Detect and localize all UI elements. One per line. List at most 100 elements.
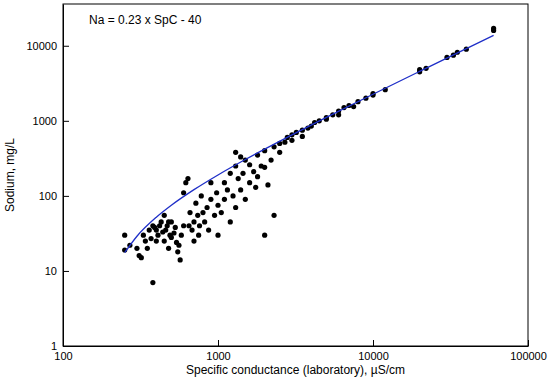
y-tick-label: 1 xyxy=(51,340,57,352)
data-point xyxy=(336,112,341,117)
fit-line xyxy=(125,35,494,252)
data-point xyxy=(200,210,205,215)
data-point xyxy=(187,210,192,215)
y-tick-mark xyxy=(63,346,69,347)
plot-frame xyxy=(63,4,528,346)
y-tick-label: 10 xyxy=(45,265,57,277)
data-point xyxy=(173,225,178,230)
data-point xyxy=(289,138,294,143)
x-tick: 100000 xyxy=(510,340,547,362)
data-point xyxy=(251,169,256,174)
data-point xyxy=(191,238,196,243)
x-tick-mark xyxy=(373,340,374,346)
data-point xyxy=(176,243,181,248)
data-point xyxy=(171,230,176,235)
data-point xyxy=(186,223,191,228)
data-point xyxy=(236,176,241,181)
data-point xyxy=(240,171,245,176)
data-point xyxy=(122,233,127,238)
x-axis-line xyxy=(64,346,529,347)
x-tick: 1000 xyxy=(206,340,230,362)
x-tick-mark xyxy=(218,340,219,346)
data-point xyxy=(230,193,235,198)
plot: 100100010000100000110100100010000Na = 0.… xyxy=(26,4,546,362)
y-axis-title: Sodium, mg/L xyxy=(3,138,17,212)
data-point xyxy=(282,140,287,145)
data-point xyxy=(199,193,204,198)
data-point xyxy=(222,197,227,202)
data-point xyxy=(175,249,180,254)
y-axis: 1 10 100 1000 10000 xyxy=(26,5,69,353)
data-point xyxy=(219,210,224,215)
y-tick-label: 10000 xyxy=(26,40,57,52)
data-point xyxy=(193,201,198,206)
data-point xyxy=(215,203,220,208)
data-point xyxy=(179,233,184,238)
data-point xyxy=(204,205,209,210)
data-point xyxy=(215,233,220,238)
data-point xyxy=(148,236,153,241)
data-point xyxy=(181,223,186,228)
x-tick-label: 10000 xyxy=(358,350,389,362)
data-point xyxy=(134,246,139,251)
data-point xyxy=(154,238,159,243)
data-point xyxy=(212,213,217,218)
data-point xyxy=(491,26,496,31)
data-point xyxy=(222,180,227,185)
x-tick-label: 100000 xyxy=(510,350,547,362)
data-point xyxy=(169,219,174,224)
data-point xyxy=(141,233,146,238)
data-point xyxy=(233,150,238,155)
data-point xyxy=(238,154,243,159)
data-point xyxy=(169,235,174,240)
data-point xyxy=(253,185,258,190)
data-point xyxy=(208,197,213,202)
data-point xyxy=(233,205,238,210)
data-point xyxy=(300,134,305,139)
y-tick: 1 xyxy=(51,340,69,352)
data-point xyxy=(238,187,243,192)
y-tick: 100 xyxy=(39,190,69,202)
y-tick-label: 100 xyxy=(39,190,57,202)
data-point xyxy=(228,171,233,176)
data-point xyxy=(255,174,260,179)
y-axis-line xyxy=(63,5,64,347)
data-point xyxy=(268,157,273,162)
x-tick: 10000 xyxy=(358,340,389,362)
data-point xyxy=(195,213,200,218)
data-point xyxy=(197,223,202,228)
y-tick-mark xyxy=(63,196,69,197)
y-tick: 1000 xyxy=(33,115,69,127)
data-point xyxy=(214,190,219,195)
y-tick-label: 1000 xyxy=(33,115,57,127)
data-point xyxy=(143,238,148,243)
data-point xyxy=(145,246,150,251)
x-tick-label: 1000 xyxy=(206,350,230,362)
data-point xyxy=(196,233,201,238)
data-point xyxy=(191,219,196,224)
data-point xyxy=(228,219,233,224)
data-point xyxy=(247,180,252,185)
data-point xyxy=(189,228,194,233)
data-layer xyxy=(122,26,496,285)
x-tick-label: 100 xyxy=(54,350,72,362)
data-point xyxy=(178,257,183,262)
data-point xyxy=(243,197,248,202)
data-point xyxy=(147,228,152,233)
data-point xyxy=(277,150,282,155)
x-axis: 100 1000 10000 100000 xyxy=(54,340,547,362)
data-point xyxy=(206,228,211,233)
y-tick-mark xyxy=(63,121,69,122)
data-point xyxy=(166,246,171,251)
data-point xyxy=(271,213,276,218)
data-point xyxy=(262,233,267,238)
data-point xyxy=(202,219,207,224)
data-point xyxy=(139,255,144,260)
y-tick: 10000 xyxy=(26,40,69,52)
data-point xyxy=(265,182,270,187)
data-point xyxy=(159,219,164,224)
data-point xyxy=(262,165,267,170)
data-point xyxy=(150,280,155,285)
x-axis-title: Specific conductance (laboratory), µS/cm xyxy=(186,363,405,377)
data-point xyxy=(225,187,230,192)
